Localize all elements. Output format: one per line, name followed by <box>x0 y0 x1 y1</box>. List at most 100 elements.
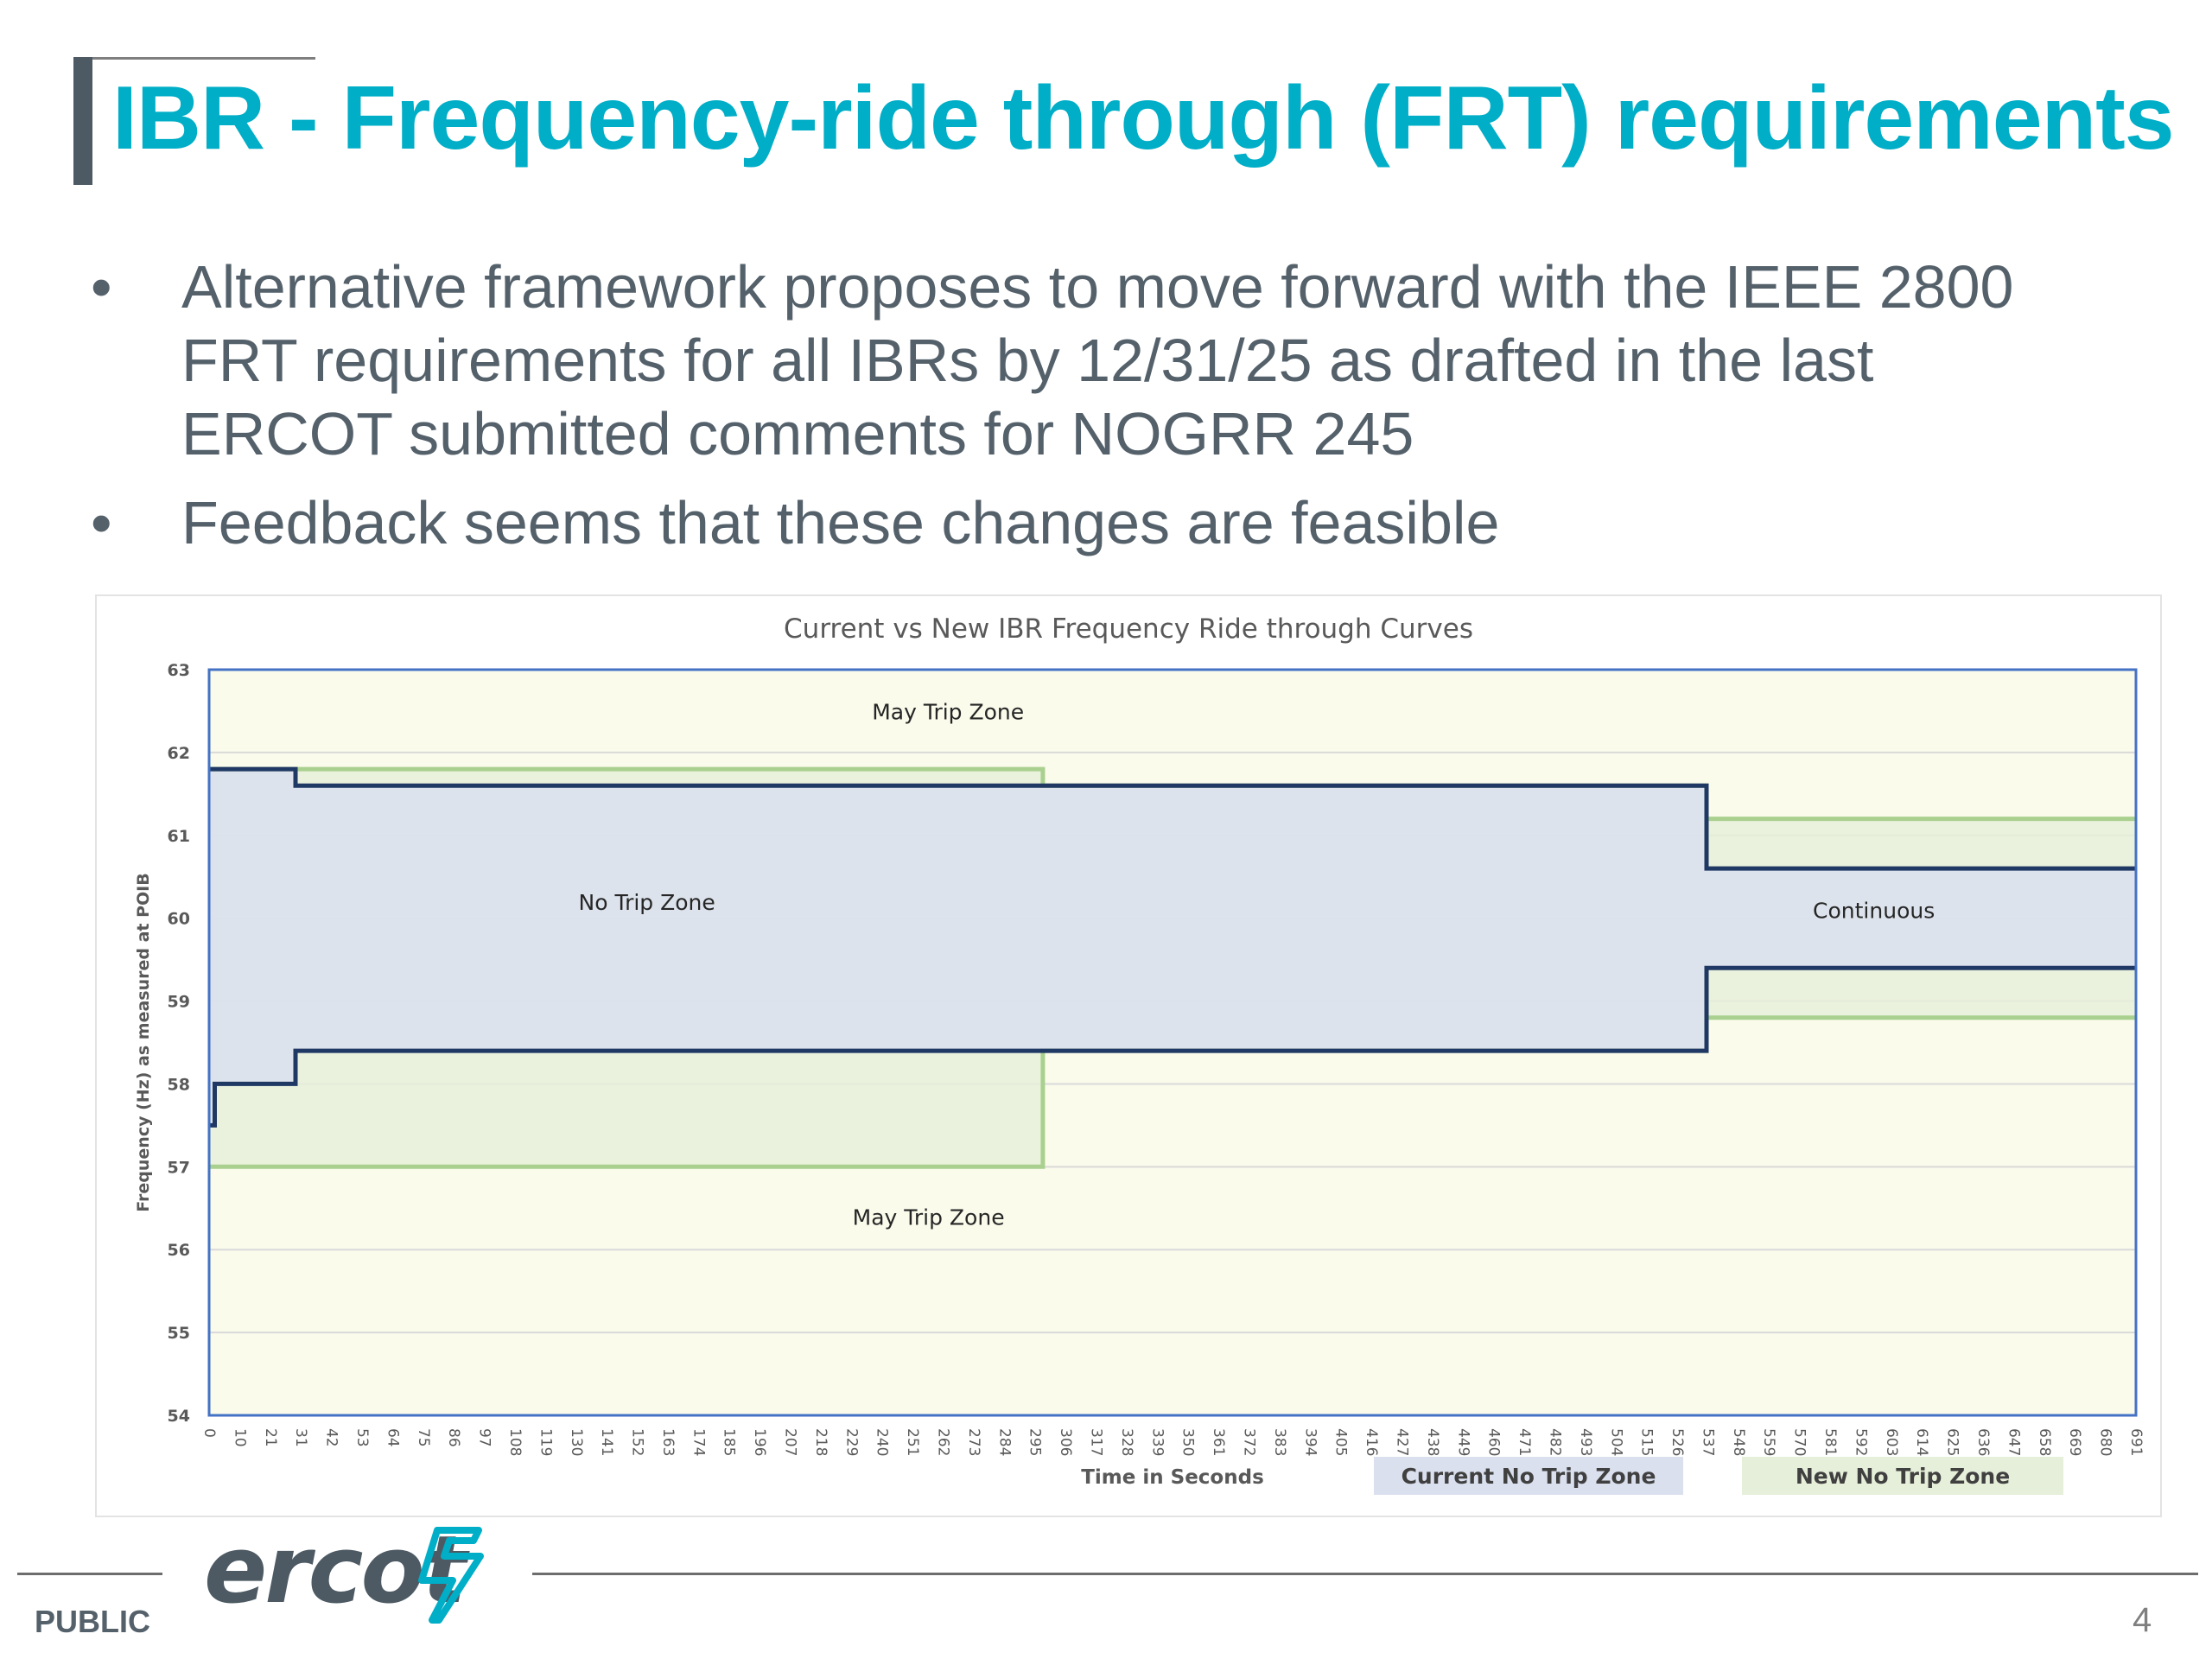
x-tick-label: 10 <box>231 1428 248 1447</box>
y-axis-label: Frequency (Hz) as measured at POIB <box>134 873 153 1211</box>
footer-rule-right <box>532 1573 2198 1575</box>
bullet-text: Alternative framework proposes to move f… <box>181 253 2014 467</box>
page-number: 4 <box>2133 1601 2152 1639</box>
x-tick-label: 273 <box>965 1428 982 1456</box>
current-upper-boundary-line <box>209 766 2136 871</box>
x-tick-label: 559 <box>1760 1428 1777 1456</box>
y-tick-label: 62 <box>168 744 190 763</box>
x-tick-label: 471 <box>1516 1428 1533 1456</box>
x-tick-label: 647 <box>2005 1428 2022 1456</box>
y-tick-label: 61 <box>168 827 190 846</box>
x-tick-label: 669 <box>2066 1428 2083 1456</box>
bullet-marker: • <box>91 489 112 556</box>
legend-swatch <box>1742 1457 2063 1495</box>
plot-area-border <box>207 668 2138 1417</box>
x-tick-label: 372 <box>1240 1428 1257 1456</box>
x-tick-label: 251 <box>904 1428 921 1456</box>
x-tick-label: 240 <box>874 1428 891 1456</box>
x-tick-label: 196 <box>751 1428 768 1456</box>
x-tick-label: 526 <box>1669 1428 1686 1456</box>
x-tick-label: 636 <box>1974 1428 1992 1456</box>
title-accent-line <box>73 57 315 60</box>
chart-title: Current vs New IBR Frequency Ride throug… <box>784 613 1473 645</box>
x-tick-label: 207 <box>782 1428 799 1456</box>
x-tick-label: 548 <box>1730 1428 1747 1456</box>
x-tick-label: 493 <box>1577 1428 1594 1456</box>
x-tick-label: 515 <box>1638 1428 1656 1456</box>
x-tick-label: 460 <box>1485 1428 1503 1456</box>
x-tick-label: 174 <box>690 1428 707 1456</box>
zone-annotation: May Trip Zone <box>853 1205 1005 1230</box>
title-accent-bar <box>73 57 92 185</box>
y-tick-label: 59 <box>168 993 190 1012</box>
legend-swatch <box>1374 1457 1683 1495</box>
x-tick-label: 658 <box>2036 1428 2053 1456</box>
zone-annotation: May Trip Zone <box>872 700 1024 725</box>
bullet-list: • Alternative framework proposes to move… <box>91 251 2078 575</box>
y-tick-label: 54 <box>168 1407 190 1426</box>
x-tick-label: 64 <box>384 1428 401 1447</box>
x-tick-label: 141 <box>598 1428 615 1456</box>
x-tick-label: 163 <box>659 1428 677 1456</box>
zone-annotation: Continuous <box>1813 899 1935 924</box>
y-tick-label: 63 <box>168 661 190 680</box>
x-tick-label: 504 <box>1607 1428 1624 1456</box>
current-no-trip-zone-area <box>209 769 2136 1126</box>
x-tick-label: 86 <box>445 1428 462 1447</box>
x-tick-label: 361 <box>1210 1428 1227 1456</box>
x-tick-label: 438 <box>1424 1428 1441 1456</box>
x-tick-label: 691 <box>2127 1428 2145 1456</box>
x-tick-label: 603 <box>1883 1428 1900 1456</box>
x-tick-label: 97 <box>476 1428 493 1447</box>
footer-rule-left <box>17 1573 162 1575</box>
x-tick-label: 350 <box>1179 1428 1197 1456</box>
x-tick-label: 680 <box>2097 1428 2114 1456</box>
legend-label: New No Trip Zone <box>1796 1464 2010 1489</box>
x-tick-label: 262 <box>935 1428 952 1456</box>
chart-container: Current vs New IBR Frequency Ride throug… <box>95 594 2162 1517</box>
ercot-logo: ercot <box>204 1516 484 1624</box>
x-tick-label: 383 <box>1271 1428 1288 1456</box>
x-tick-label: 229 <box>842 1428 860 1456</box>
slide-title: IBR - Frequency-ride through (FRT) requi… <box>112 68 2175 168</box>
x-tick-label: 75 <box>415 1428 432 1447</box>
zone-annotation: No Trip Zone <box>579 890 715 915</box>
y-tick-label: 57 <box>168 1158 190 1177</box>
x-tick-label: 449 <box>1454 1428 1471 1456</box>
x-tick-label: 306 <box>1057 1428 1074 1456</box>
x-tick-label: 625 <box>1944 1428 1961 1456</box>
x-tick-label: 427 <box>1393 1428 1410 1456</box>
legend-label: Current No Trip Zone <box>1402 1464 1656 1489</box>
x-tick-label: 42 <box>323 1428 340 1447</box>
bullet-item: • Feedback seems that these changes are … <box>91 486 2078 560</box>
x-tick-label: 108 <box>506 1428 524 1456</box>
x-tick-label: 284 <box>995 1428 1013 1456</box>
x-tick-label: 317 <box>1088 1428 1105 1456</box>
x-tick-label: 152 <box>629 1428 646 1456</box>
x-tick-label: 328 <box>1118 1428 1135 1456</box>
frequency-ride-through-chart: 54 55 56 57 58 59 60 61 62 63 0 10 21 31 42 53 64 75 86 97 1… <box>134 661 2145 1495</box>
classification-label: PUBLIC <box>35 1604 150 1639</box>
x-tick-label: 482 <box>1546 1428 1563 1456</box>
x-tick-label: 119 <box>537 1428 554 1456</box>
x-tick-label: 592 <box>1852 1428 1869 1456</box>
lightning-bolt-icon <box>418 1527 484 1624</box>
x-tick-label: 416 <box>1363 1428 1380 1456</box>
x-axis-label: Time in Seconds <box>1081 1466 1264 1489</box>
x-tick-label: 614 <box>1913 1428 1930 1456</box>
y-tick-label: 60 <box>168 910 190 929</box>
x-tick-label: 53 <box>353 1428 371 1447</box>
x-tick-label: 185 <box>721 1428 738 1456</box>
x-tick-label: 339 <box>1148 1428 1166 1456</box>
bullet-marker: • <box>91 253 112 321</box>
x-tick-label: 394 <box>1301 1428 1319 1456</box>
x-tick-label: 218 <box>812 1428 830 1456</box>
x-tick-label: 31 <box>292 1428 309 1447</box>
x-tick-label: 21 <box>262 1428 279 1447</box>
bullet-item: • Alternative framework proposes to move… <box>91 251 2078 471</box>
x-tick-label: 570 <box>1791 1428 1808 1456</box>
y-tick-label: 58 <box>168 1075 190 1094</box>
x-tick-label: 581 <box>1821 1428 1839 1456</box>
y-tick-label: 56 <box>168 1241 190 1260</box>
bullet-text: Feedback seems that these changes are fe… <box>181 489 1500 556</box>
